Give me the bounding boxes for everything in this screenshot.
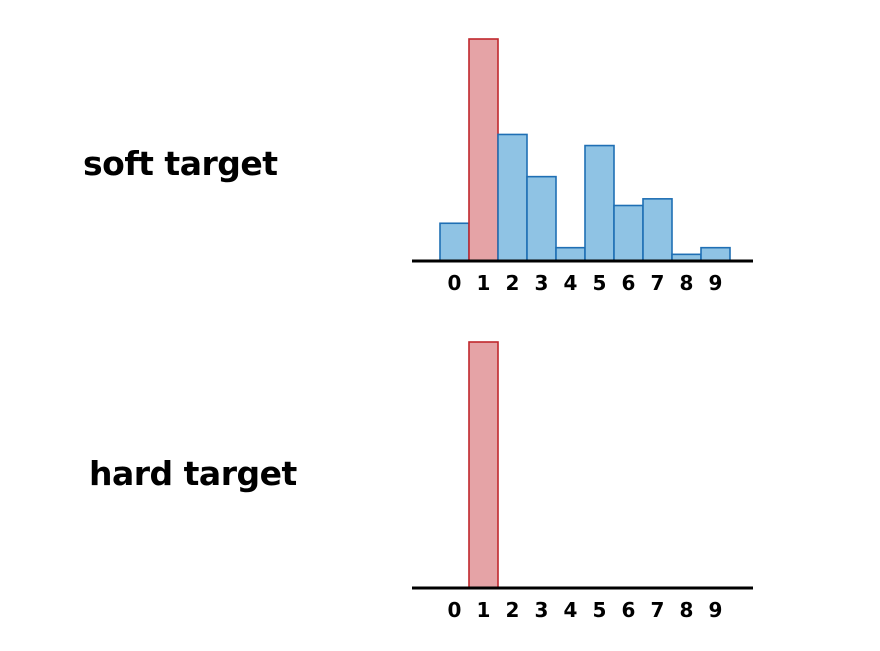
hard-tick-label-5: 5 [593,598,607,622]
soft-tick-label-2: 2 [506,271,520,295]
soft-bar-5 [584,144,615,262]
soft-bar-3 [526,175,557,262]
soft-tick-label-1: 1 [477,271,491,295]
soft-tick-label-3: 3 [535,271,549,295]
soft-bar-1 [468,38,499,262]
soft-tick-label-6: 6 [622,271,636,295]
soft-bar-4 [555,246,586,262]
hard-tick-label-1: 1 [477,598,491,622]
hard-tick-label-8: 8 [680,598,694,622]
soft-bar-9 [700,246,731,262]
soft-bar-2 [497,133,528,262]
soft-bar-6 [613,204,644,262]
soft-tick-label-7: 7 [651,271,665,295]
hard-tick-label-3: 3 [535,598,549,622]
soft-tick-label-5: 5 [593,271,607,295]
soft-tick-label-8: 8 [680,271,694,295]
hard-tick-label-6: 6 [622,598,636,622]
hard-tick-label-4: 4 [564,598,578,622]
hard-target-label: hard target [89,454,297,493]
soft-tick-label-4: 4 [564,271,578,295]
soft-tick-label-0: 0 [448,271,462,295]
hard-tick-label-0: 0 [448,598,462,622]
soft-bar-0 [439,222,470,262]
hard-tick-label-9: 9 [709,598,723,622]
soft-target-label: soft target [83,144,278,183]
hard-bar-1 [468,341,499,589]
hard-tick-label-7: 7 [651,598,665,622]
hard-tick-label-2: 2 [506,598,520,622]
soft-bar-7 [642,198,673,262]
soft-tick-label-9: 9 [709,271,723,295]
